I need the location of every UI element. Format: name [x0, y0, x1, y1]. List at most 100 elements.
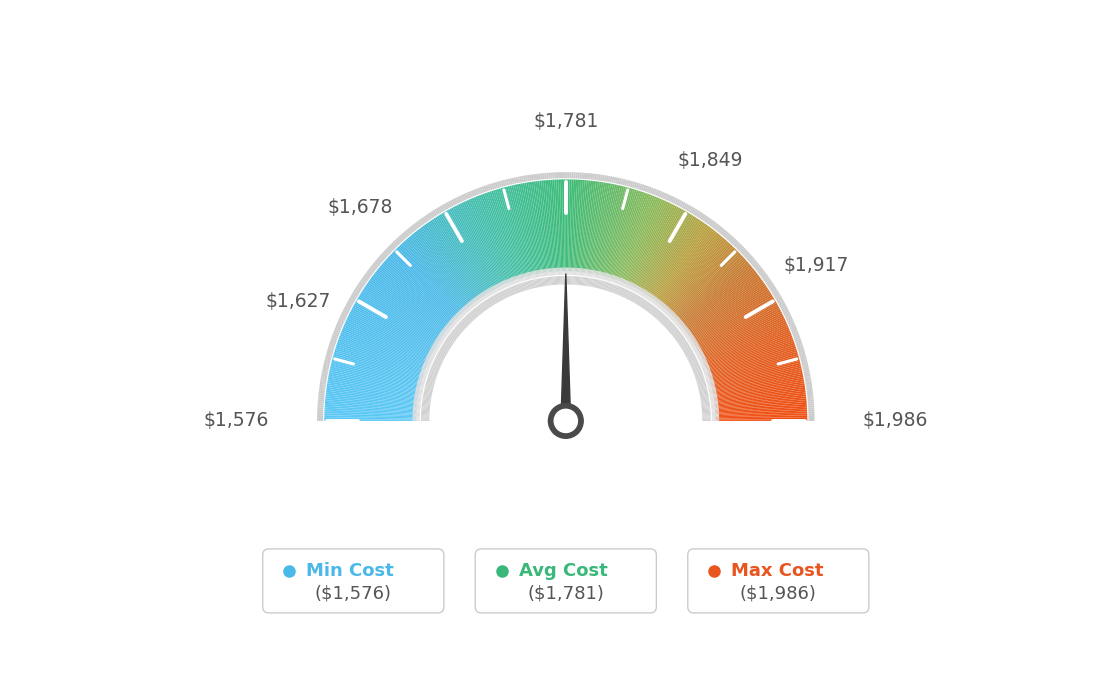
Wedge shape [747, 257, 754, 262]
Wedge shape [524, 282, 528, 290]
Wedge shape [612, 177, 614, 183]
Wedge shape [558, 276, 560, 285]
Wedge shape [348, 299, 354, 304]
Wedge shape [712, 415, 719, 416]
Wedge shape [699, 358, 707, 362]
Wedge shape [447, 337, 454, 344]
Wedge shape [613, 285, 617, 293]
Wedge shape [697, 380, 705, 384]
Wedge shape [700, 395, 709, 397]
Wedge shape [352, 306, 434, 351]
Wedge shape [806, 382, 811, 385]
Wedge shape [713, 223, 719, 229]
Wedge shape [438, 350, 447, 355]
Wedge shape [624, 199, 661, 284]
Wedge shape [645, 302, 650, 310]
Wedge shape [461, 320, 468, 327]
Wedge shape [428, 375, 436, 379]
Wedge shape [593, 279, 595, 287]
Wedge shape [807, 392, 813, 394]
Wedge shape [436, 355, 444, 360]
Wedge shape [710, 393, 716, 396]
Wedge shape [671, 315, 678, 321]
Wedge shape [420, 228, 476, 302]
Wedge shape [757, 268, 764, 274]
Wedge shape [701, 404, 710, 406]
Wedge shape [660, 192, 665, 198]
Wedge shape [609, 176, 613, 182]
Wedge shape [565, 268, 567, 275]
Wedge shape [703, 369, 711, 373]
Wedge shape [721, 229, 725, 235]
Wedge shape [715, 400, 807, 409]
Wedge shape [358, 283, 364, 288]
Wedge shape [646, 304, 651, 311]
Wedge shape [679, 201, 683, 207]
Wedge shape [437, 207, 443, 213]
Wedge shape [619, 278, 624, 286]
Wedge shape [468, 302, 474, 308]
Wedge shape [558, 268, 559, 275]
Wedge shape [321, 374, 328, 377]
Wedge shape [436, 208, 440, 214]
Wedge shape [329, 370, 420, 391]
Wedge shape [414, 396, 422, 398]
Wedge shape [744, 252, 750, 257]
Wedge shape [401, 233, 406, 239]
Wedge shape [630, 203, 672, 286]
Wedge shape [595, 270, 598, 278]
Wedge shape [431, 347, 438, 351]
Wedge shape [425, 224, 480, 299]
Wedge shape [459, 203, 501, 286]
Wedge shape [551, 180, 558, 271]
Wedge shape [763, 276, 769, 282]
Wedge shape [711, 409, 719, 411]
Wedge shape [683, 271, 756, 329]
Wedge shape [725, 233, 731, 239]
Wedge shape [404, 230, 410, 237]
Wedge shape [614, 193, 646, 279]
Wedge shape [798, 348, 804, 351]
Wedge shape [491, 190, 521, 279]
Wedge shape [509, 186, 532, 275]
Wedge shape [698, 212, 702, 218]
Wedge shape [687, 335, 693, 339]
Wedge shape [499, 292, 503, 300]
Wedge shape [463, 306, 468, 313]
Wedge shape [645, 186, 648, 192]
Wedge shape [668, 195, 671, 201]
Wedge shape [417, 382, 425, 384]
Wedge shape [743, 250, 749, 256]
Wedge shape [323, 361, 330, 364]
Wedge shape [647, 218, 699, 296]
Wedge shape [594, 279, 596, 288]
Wedge shape [319, 390, 325, 393]
Wedge shape [701, 406, 710, 408]
Wedge shape [574, 276, 576, 285]
Wedge shape [787, 319, 794, 323]
Wedge shape [650, 296, 656, 303]
Wedge shape [545, 180, 554, 272]
Wedge shape [544, 173, 546, 179]
Wedge shape [633, 295, 638, 302]
Wedge shape [704, 373, 712, 376]
Wedge shape [690, 341, 698, 346]
Wedge shape [429, 351, 436, 355]
Wedge shape [658, 302, 664, 308]
Wedge shape [449, 200, 454, 206]
Wedge shape [491, 286, 496, 293]
Wedge shape [417, 380, 425, 384]
Wedge shape [428, 351, 436, 355]
Wedge shape [679, 339, 687, 345]
Wedge shape [424, 224, 479, 299]
Wedge shape [664, 239, 725, 308]
Wedge shape [682, 346, 690, 351]
Wedge shape [508, 288, 512, 296]
Wedge shape [427, 213, 433, 219]
Wedge shape [554, 277, 556, 285]
Wedge shape [530, 181, 544, 273]
Wedge shape [549, 277, 551, 286]
Wedge shape [426, 357, 433, 361]
Wedge shape [705, 217, 710, 224]
Wedge shape [473, 309, 479, 317]
